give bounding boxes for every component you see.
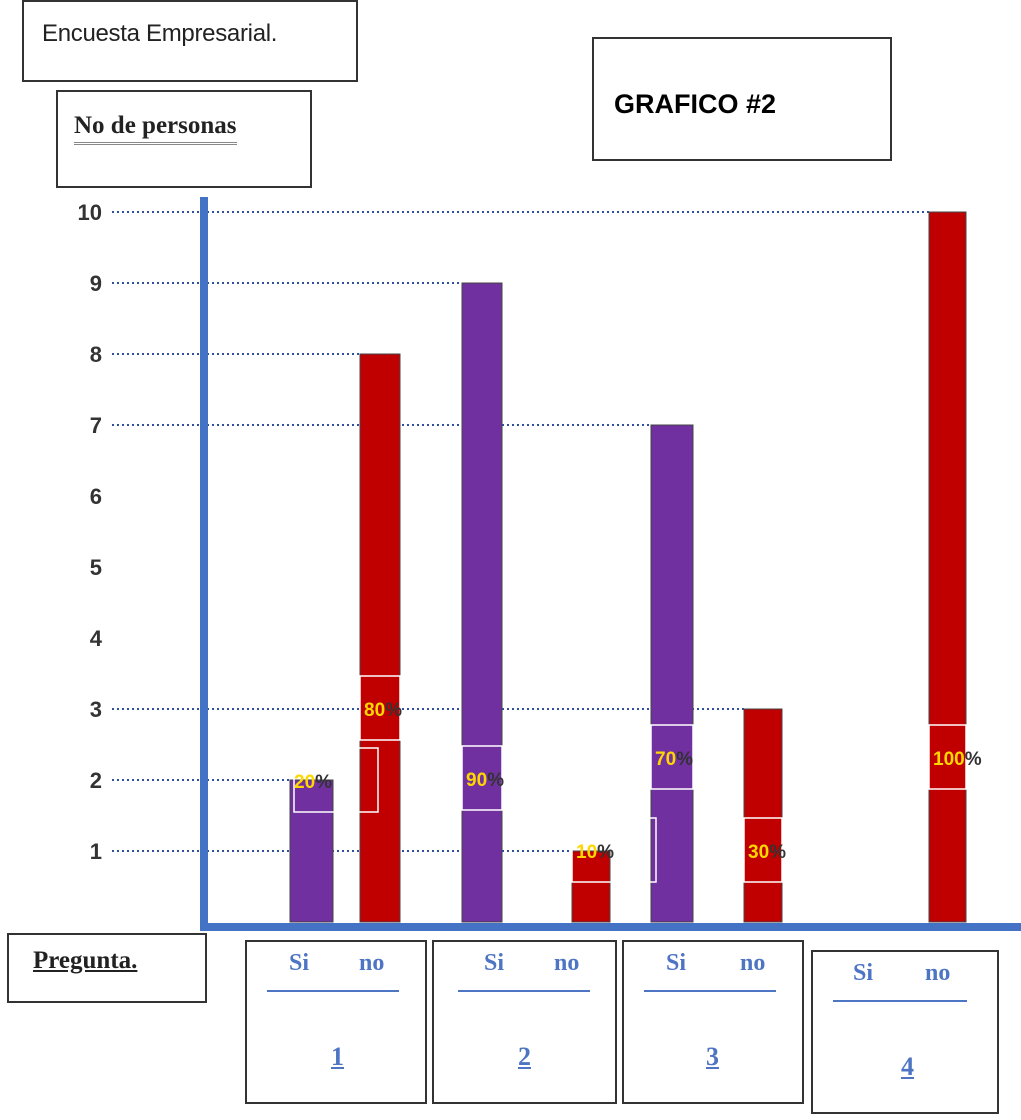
bar-2-no <box>571 850 611 923</box>
pct-label-frame <box>461 745 503 811</box>
question-box-2: Si no 2 <box>432 940 617 1104</box>
pct-symbol: % <box>315 772 332 793</box>
pct-label: 20% <box>294 772 332 793</box>
question-number: 4 <box>901 1052 914 1081</box>
y-tick-label: 10 <box>78 200 102 225</box>
y-tick-label: 7 <box>90 413 102 438</box>
pct-symbol: % <box>676 749 693 770</box>
category-rule <box>833 1000 967 1002</box>
pct-symbol: % <box>385 700 402 721</box>
si-label: Si <box>289 950 310 976</box>
y-tick-label: 8 <box>90 342 102 367</box>
category-rule <box>458 990 590 992</box>
bar-1-si <box>289 779 334 923</box>
pct-symbol: % <box>487 770 504 791</box>
x-axis-label-box: Pregunta. <box>7 933 207 1003</box>
graph-title: GRAFICO #2 <box>614 89 777 119</box>
pct-label: 100% <box>933 749 982 770</box>
bar-3-no <box>743 708 783 923</box>
question-box-1: Si no 1 <box>245 940 427 1104</box>
pct-label: 30% <box>748 842 786 863</box>
category-rule <box>267 990 399 992</box>
category-rule <box>644 990 776 992</box>
pct-label-frame <box>359 675 401 741</box>
y-axis-label-box: No de personas <box>56 90 312 188</box>
y-axis-label: No de personas <box>74 112 237 145</box>
si-label: Si <box>666 950 687 976</box>
si-label: Si <box>484 950 505 976</box>
pct-label-frame <box>650 724 694 790</box>
y-tick-label: 9 <box>90 271 102 296</box>
y-tick-label: 6 <box>90 484 102 509</box>
pct-label: 70% <box>655 749 693 770</box>
y-tick-label: 4 <box>90 626 103 651</box>
bar-2-si <box>461 282 503 923</box>
pct-label: 80% <box>364 700 402 721</box>
graph-title-box: GRAFICO #2 <box>592 37 892 161</box>
bar-3-si <box>650 424 694 923</box>
pct-label-frame <box>293 747 379 813</box>
pct-label-frame <box>571 817 657 883</box>
y-tick-label: 2 <box>90 768 102 793</box>
x-axis <box>200 923 1021 931</box>
survey-title: Encuesta Empresarial. <box>42 20 278 47</box>
no-label: no <box>925 960 951 986</box>
pct-symbol: % <box>769 842 786 863</box>
x-axis-label: Pregunta. <box>33 947 138 974</box>
pct-symbol: % <box>965 749 982 770</box>
no-label: no <box>359 950 385 976</box>
question-box-4: Si no 4 <box>811 950 999 1114</box>
question-number: 2 <box>518 1042 531 1071</box>
question-box-3: Si no 3 <box>622 940 804 1104</box>
si-label: Si <box>853 960 874 986</box>
pct-label: 10% <box>576 842 614 863</box>
y-tick-label: 3 <box>90 697 102 722</box>
bar-4-no <box>928 211 967 923</box>
survey-title-box: Encuesta Empresarial. <box>22 0 358 82</box>
question-number: 1 <box>331 1042 344 1071</box>
y-axis <box>200 197 208 931</box>
y-tick-label: 5 <box>90 555 102 580</box>
question-number: 3 <box>706 1042 719 1071</box>
pct-symbol: % <box>597 842 614 863</box>
no-label: no <box>740 950 766 976</box>
bar-1-no <box>359 353 401 923</box>
y-tick-label: 1 <box>90 839 102 864</box>
no-label: no <box>554 950 580 976</box>
pct-label: 90% <box>466 770 504 791</box>
pct-label-frame <box>743 817 783 883</box>
pct-label-frame <box>928 724 967 790</box>
